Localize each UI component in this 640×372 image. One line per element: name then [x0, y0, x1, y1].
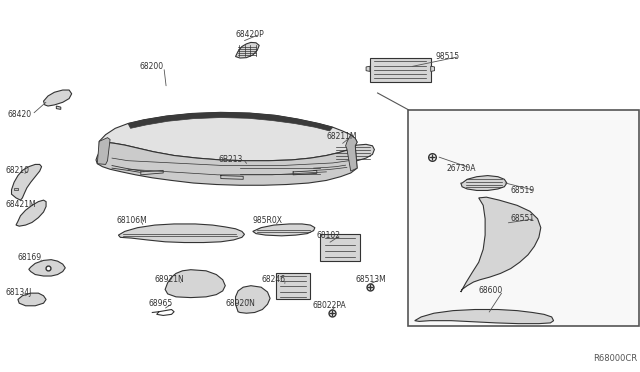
Text: 68200: 68200 — [140, 62, 164, 71]
Polygon shape — [128, 112, 333, 131]
Polygon shape — [56, 106, 61, 109]
Text: 6B022PA: 6B022PA — [312, 301, 346, 310]
Polygon shape — [96, 141, 357, 185]
Text: 68519: 68519 — [511, 186, 535, 195]
Bar — [408, 110, 639, 326]
Text: 68965: 68965 — [148, 299, 173, 308]
Text: 68106M: 68106M — [116, 216, 147, 225]
Text: 985R0X: 985R0X — [253, 216, 283, 225]
Text: 26730A: 26730A — [447, 164, 476, 173]
Polygon shape — [44, 90, 72, 106]
Text: 6B213: 6B213 — [219, 155, 243, 164]
Text: 68210: 68210 — [5, 166, 29, 175]
Polygon shape — [18, 293, 46, 306]
Polygon shape — [461, 176, 507, 190]
Polygon shape — [366, 66, 370, 71]
Bar — [370, 58, 431, 82]
Text: 98515: 98515 — [435, 52, 460, 61]
Text: 68211M: 68211M — [326, 132, 357, 141]
Polygon shape — [99, 112, 357, 161]
Text: 68920N: 68920N — [225, 299, 255, 308]
Polygon shape — [346, 135, 357, 171]
Text: 68134J: 68134J — [5, 288, 31, 296]
Text: 68600: 68600 — [479, 286, 503, 295]
Polygon shape — [16, 200, 46, 226]
Text: 68246: 68246 — [261, 275, 285, 284]
Polygon shape — [461, 197, 541, 292]
Polygon shape — [12, 164, 42, 200]
Polygon shape — [29, 260, 65, 276]
Text: 68102: 68102 — [317, 231, 341, 240]
Polygon shape — [234, 161, 323, 182]
Polygon shape — [118, 224, 244, 243]
Text: 68420: 68420 — [8, 110, 32, 119]
Text: 68421M: 68421M — [5, 200, 36, 209]
Text: 68551: 68551 — [511, 214, 535, 223]
Polygon shape — [431, 66, 435, 71]
Polygon shape — [332, 144, 374, 162]
Text: 68420P: 68420P — [236, 30, 264, 39]
Text: R68000CR: R68000CR — [593, 354, 637, 363]
Text: 68513M: 68513M — [355, 275, 386, 284]
Bar — [320, 234, 360, 261]
Polygon shape — [236, 42, 259, 58]
Text: 68169: 68169 — [18, 253, 42, 262]
Bar — [276, 273, 310, 299]
Polygon shape — [415, 310, 554, 324]
Polygon shape — [97, 138, 110, 164]
Polygon shape — [14, 188, 18, 190]
Polygon shape — [253, 224, 315, 236]
Polygon shape — [165, 270, 225, 298]
Polygon shape — [236, 286, 270, 313]
Text: 68921N: 68921N — [155, 275, 184, 284]
